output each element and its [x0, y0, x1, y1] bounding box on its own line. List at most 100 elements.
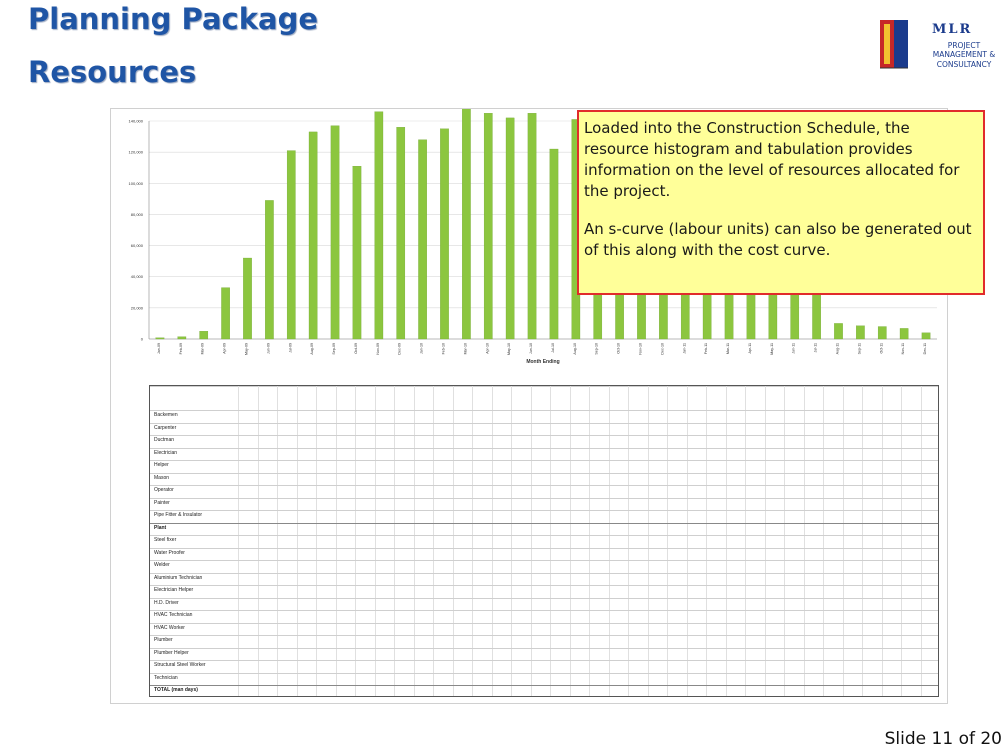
table-column-divider [881, 386, 883, 696]
x-tick-label: Aug-09 [310, 343, 314, 355]
table-column-divider [803, 386, 805, 696]
x-tick-label: Jan-09 [157, 343, 161, 354]
y-tick-label: 100,000 [129, 181, 144, 186]
table-column-divider [433, 386, 434, 696]
table-row-label: H.D. Driver [154, 599, 179, 606]
table-column-divider [745, 386, 746, 696]
table-row: Backemen [150, 410, 938, 423]
x-tick-label: Feb-10 [442, 343, 446, 354]
x-tick-label: May-10 [507, 343, 511, 355]
x-tick-label: Jun-11 [792, 343, 796, 354]
slide-number: Slide 11 of 20 [884, 729, 1002, 749]
table-column-divider [764, 386, 766, 696]
table-row-label: HVAC Worker [154, 624, 185, 631]
table-row: Plant [150, 522, 938, 536]
table-row: Welder [150, 560, 938, 573]
table-row: HVAC Worker [150, 622, 938, 636]
table-column-divider [277, 386, 278, 696]
slide-title-line1: Planning Package [28, 2, 319, 36]
table-row: Carpenter [150, 422, 938, 436]
table-row-label: Helper [154, 462, 169, 469]
table-row-label: HVAC Technician [154, 612, 193, 619]
table-column-divider [394, 386, 395, 696]
bar [199, 331, 209, 340]
table-column-divider [413, 386, 415, 696]
y-tick-label: 140,000 [129, 119, 144, 124]
table-column-divider [784, 386, 785, 696]
bar [505, 117, 515, 340]
x-tick-label: Oct-09 [354, 343, 358, 354]
x-tick-label: Jun-10 [529, 343, 533, 354]
table-row-label: Structural Steel Worker [154, 662, 206, 669]
x-tick-label: Mar-10 [463, 343, 467, 354]
logo-subtitle: PROJECT MANAGEMENT & CONSULTANCY [932, 41, 996, 69]
table-row-label: Ductman [154, 437, 175, 444]
table-column-divider [569, 386, 571, 696]
company-logo: MLR PROJECT MANAGEMENT & CONSULTANCY [880, 14, 1002, 74]
table-row: H.D. Driver [150, 597, 938, 611]
bar [396, 127, 406, 340]
table-row-label: Steel fixer [154, 537, 177, 544]
callout-paragraph-1: Loaded into the Construction Schedule, t… [584, 119, 960, 200]
bar [462, 109, 471, 340]
table-column-divider [725, 386, 727, 696]
x-tick-label: Feb-09 [179, 343, 183, 354]
x-tick-label: Nov-09 [376, 343, 380, 355]
table-column-divider [355, 386, 356, 696]
table-column-divider [686, 386, 688, 696]
table-row: Electrician Helper [150, 585, 938, 598]
x-tick-label: Sep-11 [857, 343, 861, 354]
table-row-label: Welder [154, 562, 170, 569]
bar [155, 337, 165, 340]
bar [265, 200, 274, 340]
resource-histogram-image: 0 20,000 40,000 60,000 80,000 100,000 120,000 1… [110, 108, 948, 704]
table-row-label: Electrician [154, 449, 178, 456]
resource-tabulation-table: Backemen Carpenter Ductman Electrician Helpe… [149, 385, 939, 697]
table-column-divider [335, 386, 337, 696]
x-tick-label: Jul-09 [288, 343, 292, 353]
table-row: Aluminium Technician [150, 572, 938, 586]
table-row: Steel fixer [150, 535, 938, 548]
table-row-label: Pipe Fitter & Insulator [154, 512, 203, 519]
bar [527, 113, 537, 340]
table-column-divider [667, 386, 668, 696]
y-tick-label: 120,000 [129, 150, 144, 155]
x-tick-label: Oct-10 [617, 343, 621, 354]
x-tick-label: Dec-11 [923, 343, 927, 354]
table-column-divider [901, 386, 902, 696]
x-tick-label: Dec-10 [660, 343, 664, 355]
bar [549, 148, 559, 340]
logo-name: MLR [932, 22, 973, 37]
table-column-divider [374, 386, 376, 696]
table-column-divider [472, 386, 473, 696]
table-row: Technician [150, 672, 938, 686]
table-row: TOTAL (man days) [150, 685, 938, 696]
table-column-divider [842, 386, 844, 696]
table-column-divider [491, 386, 493, 696]
callout-box: Loaded into the Construction Schedule, t… [577, 110, 985, 295]
table-row-label: Technician [154, 674, 178, 681]
bar [877, 326, 887, 340]
table-column-divider [920, 386, 922, 696]
x-tick-label: Apr-10 [485, 343, 489, 354]
table-row-label: Plumber [154, 637, 173, 644]
logo-mark-icon [880, 20, 908, 69]
bar [286, 150, 296, 340]
table-row-label: Carpenter [154, 424, 177, 431]
table-column-divider [589, 386, 590, 696]
table-row: Water Proofer [150, 547, 938, 561]
bar [374, 111, 384, 340]
table-column-divider [550, 386, 551, 696]
table-row: Structural Steel Worker [150, 660, 938, 673]
table-column-divider [296, 386, 298, 696]
x-tick-label: Feb-11 [704, 343, 708, 354]
x-tick-label: Apr-11 [748, 343, 752, 354]
table-row: Painter [150, 497, 938, 511]
table-row: Operator [150, 485, 938, 498]
bar [418, 139, 427, 340]
x-tick-label: Jul-11 [814, 343, 818, 353]
table-column-divider [706, 386, 707, 696]
x-tick-label: Sep-10 [595, 343, 599, 355]
y-tick-label: 80,000 [131, 212, 144, 217]
x-tick-label: Mar-11 [726, 343, 730, 354]
